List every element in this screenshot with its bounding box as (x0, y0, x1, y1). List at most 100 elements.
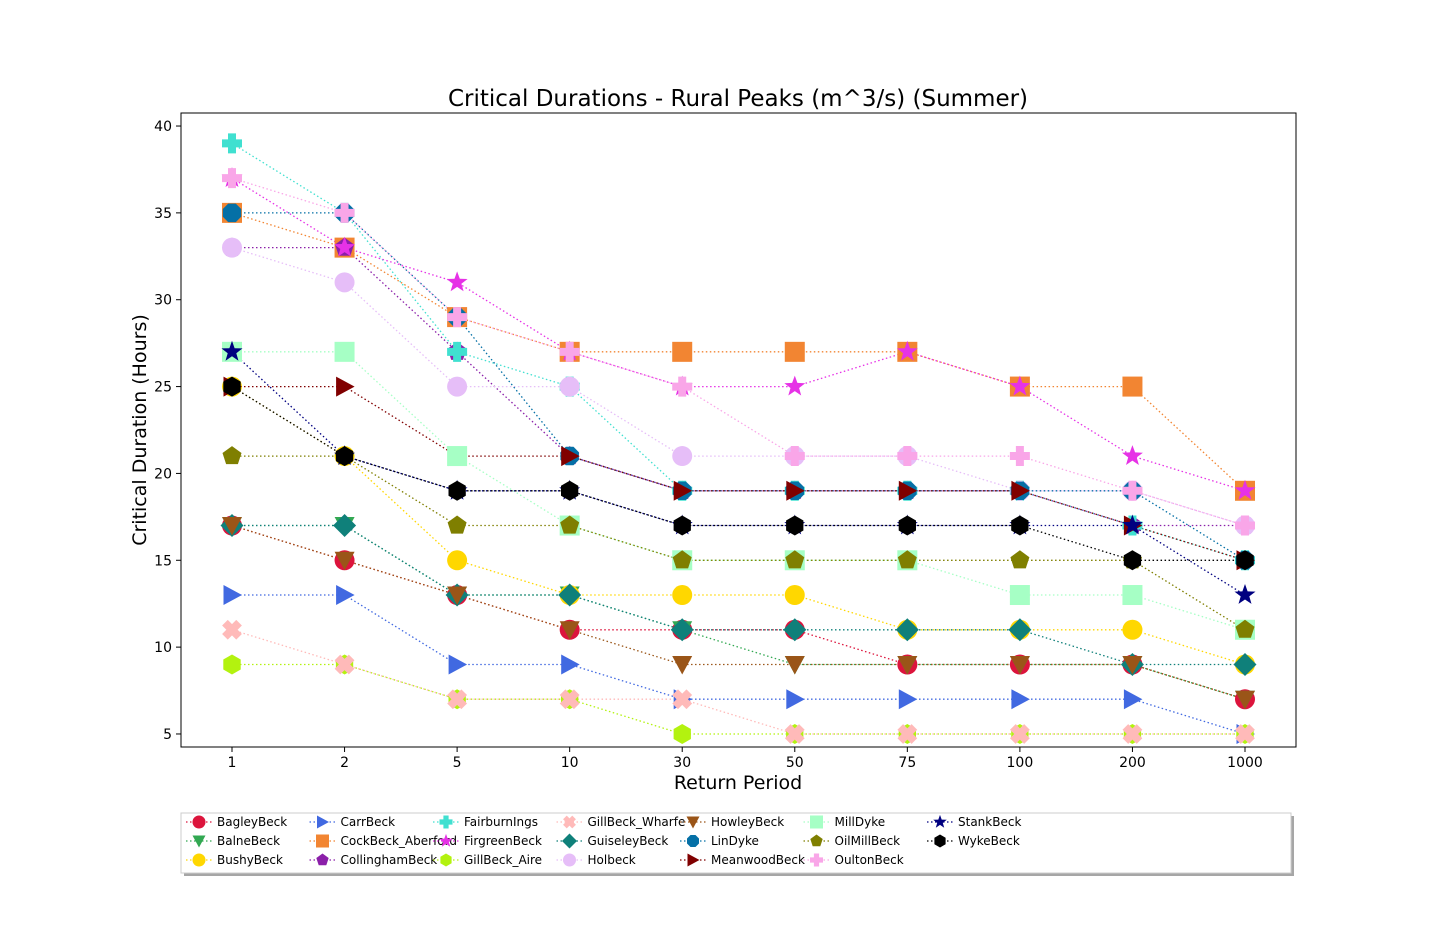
data-point-MeanwoodBeck-75 (898, 480, 918, 501)
data-point-FirgreenBeck-1000 (1234, 479, 1256, 500)
data-point-OultonBeck-50 (784, 446, 805, 467)
data-point-FirgreenBeck-5 (446, 271, 468, 292)
data-point-HowleyBeck-1 (222, 517, 242, 536)
data-point-GuiseleyBeck-30 (670, 618, 694, 642)
data-point-StankBeck-1 (221, 340, 243, 361)
legend-marker-CockBeck_Aberford (316, 834, 329, 848)
legend-label: WykeBeck (958, 834, 1020, 848)
y-tick-label: 15 (154, 553, 172, 569)
data-point-CarrBeck-50 (786, 689, 805, 710)
legend-entry-Holbeck: Holbeck (556, 853, 636, 867)
data-point-WykeBeck-1000 (1236, 550, 1254, 571)
series-line-LinDyke (232, 212, 1246, 561)
legend-label: BushyBeck (217, 853, 283, 867)
data-point-MeanwoodBeck-2 (336, 376, 355, 397)
data-point-CockBeck_Aberford-30 (672, 341, 693, 362)
legend-marker-GillBeck_Aire (440, 853, 452, 867)
data-point-GillBeck_Wharfe-75 (897, 724, 918, 744)
data-point-CockBeck_Aberford-200 (1122, 376, 1143, 397)
series-line-OultonBeck (231, 177, 1246, 527)
data-point-MeanwoodBeck-10 (561, 446, 580, 467)
data-point-HowleyBeck-75 (897, 656, 918, 675)
data-point-StankBeck-1000 (1234, 584, 1256, 604)
data-point-CarrBeck-10 (561, 654, 580, 675)
data-point-CarrBeck-5 (448, 654, 468, 675)
data-point-GillBeck_Wharfe-50 (784, 724, 805, 744)
legend-marker-BushyBeck (192, 853, 206, 867)
data-point-MillDyke-200 (1122, 585, 1143, 606)
data-point-OilMillBeck-10 (560, 515, 580, 534)
data-point-Holbeck-1 (222, 237, 242, 258)
legend-label: BalneBeck (217, 834, 280, 848)
legend-marker-MeanwoodBeck (687, 853, 700, 867)
data-point-OilMillBeck-100 (1010, 550, 1030, 569)
data-point-OilMillBeck-75 (897, 550, 917, 569)
legend-entry-WykeBeck: WykeBeck (927, 834, 1020, 848)
series-line-StankBeck (231, 351, 1246, 596)
legend-marker-FairburnIngs (439, 815, 453, 829)
data-point-MeanwoodBeck-100 (1011, 480, 1030, 501)
data-point-Holbeck-2 (334, 272, 355, 293)
data-point-GillBeck_Wharfe-10 (559, 689, 580, 710)
legend-marker-StankBeck (933, 814, 947, 828)
data-point-GuiseleyBeck-75 (895, 618, 919, 642)
legend-marker-Holbeck (563, 853, 576, 867)
legend-label: OilMillBeck (835, 834, 901, 848)
data-point-WykeBeck-1 (223, 376, 241, 397)
legend-marker-CarrBeck (317, 815, 329, 829)
x-tick-label: 1 (228, 755, 237, 771)
legend-entry-StankBeck: StankBeck (927, 814, 1021, 829)
series-line-CarrBeck (232, 594, 1246, 735)
data-point-GillBeck_Wharfe-1 (222, 619, 242, 640)
data-point-MeanwoodBeck-30 (673, 480, 693, 501)
data-point-BushyBeck-50 (784, 585, 805, 606)
data-point-OultonBeck-100 (1009, 446, 1030, 467)
legend-entry-BalneBeck: BalneBeck (186, 834, 280, 848)
legend-entry-FirgreenBeck: FirgreenBeck (433, 833, 542, 848)
data-point-OultonBeck-200 (1122, 480, 1143, 501)
data-point-FirgreenBeck-75 (896, 340, 918, 361)
legend-entry-LinDyke: LinDyke (680, 834, 759, 848)
series-line-CockBeck_Aberford (231, 212, 1246, 492)
data-point-OultonBeck-2 (334, 202, 355, 223)
y-axis-label: Critical Duration (Hours) (129, 314, 151, 546)
data-point-HowleyBeck-10 (559, 621, 580, 640)
legend-label: FirgreenBeck (464, 834, 542, 848)
data-point-FairburnIngs-1 (222, 133, 242, 154)
data-point-WykeBeck-30 (673, 515, 691, 536)
data-point-GuiseleyBeck-2 (333, 514, 357, 537)
data-point-MillDyke-2 (334, 341, 355, 362)
legend-entry-GuiseleyBeck: GuiseleyBeck (556, 833, 668, 849)
legend-entry-CollinghamBeck: CollinghamBeck (309, 853, 438, 867)
data-point-HowleyBeck-30 (672, 656, 693, 675)
y-tick-label: 10 (154, 640, 172, 656)
x-tick-label: 2 (340, 755, 349, 771)
data-point-CarrBeck-100 (1011, 689, 1030, 710)
data-point-HowleyBeck-2 (334, 551, 355, 571)
data-point-HowleyBeck-1000 (1235, 690, 1255, 710)
x-tick-label: 200 (1119, 755, 1146, 771)
x-tick-label: 30 (673, 755, 691, 771)
series-line-BalneBeck (232, 524, 1246, 700)
legend-marker-CollinghamBeck (316, 853, 329, 866)
series-line-HowleyBeck (231, 524, 1246, 700)
legend-marker-MillDyke (810, 815, 823, 829)
x-tick-label: 10 (561, 755, 579, 771)
data-point-WykeBeck-50 (786, 515, 804, 536)
legend-label: Holbeck (588, 853, 636, 867)
legend-label: CollinghamBeck (341, 853, 438, 867)
y-tick-label: 30 (154, 293, 172, 309)
data-point-OultonBeck-1 (222, 168, 242, 189)
data-point-WykeBeck-100 (1011, 515, 1029, 536)
data-point-GuiseleyBeck-1000 (1233, 653, 1257, 676)
series-line-MillDyke (232, 351, 1246, 631)
series-line-CollinghamBeck (232, 246, 1245, 527)
data-point-OultonBeck-75 (897, 446, 918, 467)
data-point-CarrBeck-2 (336, 585, 355, 605)
data-point-MeanwoodBeck-50 (786, 480, 805, 501)
data-point-HowleyBeck-5 (447, 586, 468, 605)
data-point-GillBeck_Aire-1 (223, 654, 241, 675)
